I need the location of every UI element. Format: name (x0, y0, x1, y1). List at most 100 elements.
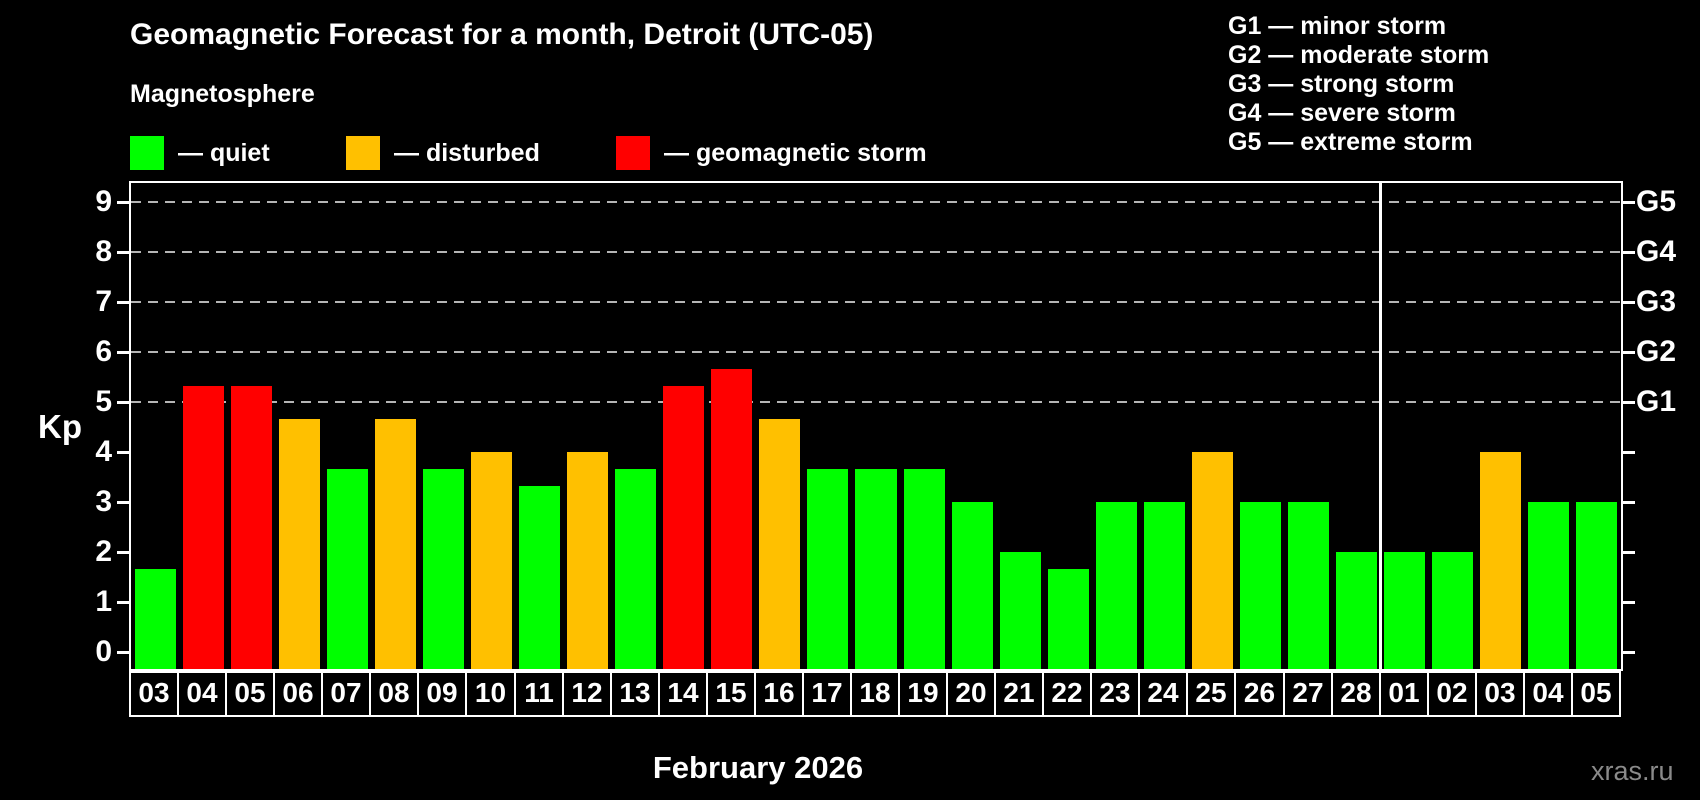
day-label-18-15: 18 (850, 671, 900, 717)
day-axis: 03 04 05 06 07 08 09 10 11 12 13 14 15 16 17 18 19 20 21 22… (129, 671, 1623, 717)
bar-day-06-3 (278, 418, 320, 669)
gridline-kp-6 (131, 351, 1621, 353)
bar-day-16-13 (759, 418, 801, 669)
gridline-kp-5 (131, 401, 1621, 403)
y-tick-label-1: 1 (95, 585, 112, 618)
day-label-05-2: 05 (225, 671, 275, 717)
day-label-15-12: 15 (706, 671, 756, 717)
bar-day-12-9 (567, 452, 609, 669)
bar-day-10-7 (470, 452, 512, 669)
g-legend-line-5: G5 — extreme storm (1228, 128, 1473, 156)
day-label-14-11: 14 (658, 671, 708, 717)
day-label-11-8: 11 (514, 671, 564, 717)
right-tick-7 (1623, 301, 1635, 304)
bar-day-04-1 (182, 385, 224, 669)
bar-day-09-6 (422, 468, 464, 669)
g-legend-line-3: G3 — strong storm (1228, 70, 1455, 98)
y-tick-label-7: 7 (95, 285, 112, 318)
right-tick-0 (1623, 651, 1635, 654)
g-label-G1: G1 (1636, 385, 1677, 418)
left-tick-5 (117, 401, 129, 404)
bar-day-08-5 (374, 418, 416, 669)
y-tick-label-4: 4 (95, 435, 112, 468)
right-tick-2 (1623, 551, 1635, 554)
bar-day-17-14 (807, 468, 849, 669)
day-label-28-25: 28 (1331, 671, 1381, 717)
right-tick-5 (1623, 401, 1635, 404)
left-tick-6 (117, 351, 129, 354)
left-tick-9 (117, 201, 129, 204)
right-tick-3 (1623, 501, 1635, 504)
g-label-G2: G2 (1636, 335, 1677, 368)
day-label-20-17: 20 (946, 671, 996, 717)
y-tick-label-9: 9 (95, 185, 112, 218)
left-tick-2 (117, 551, 129, 554)
left-tick-1 (117, 601, 129, 604)
bar-day-18-15 (855, 468, 897, 669)
left-tick-8 (117, 251, 129, 254)
day-label-07-4: 07 (321, 671, 371, 717)
bar-day-03-0 (134, 568, 176, 669)
day-label-10-7: 10 (465, 671, 516, 717)
legend-item-quiet: — quiet (130, 136, 270, 170)
bar-day-28-25 (1336, 552, 1378, 669)
day-label-05-30: 05 (1571, 671, 1621, 717)
legend-swatch-storm (616, 136, 650, 170)
right-tick-6 (1623, 351, 1635, 354)
legend-swatch-disturbed (346, 136, 380, 170)
plot-frame (117, 181, 1635, 671)
y-tick-label-3: 3 (95, 485, 112, 518)
right-tick-9 (1623, 201, 1635, 204)
day-label-27-24: 27 (1283, 671, 1333, 717)
day-label-26-23: 26 (1234, 671, 1285, 717)
bar-day-13-10 (615, 468, 657, 669)
day-label-25-22: 25 (1186, 671, 1236, 717)
month-separator (1379, 183, 1383, 669)
day-label-12-9: 12 (562, 671, 612, 717)
bar-day-11-8 (519, 485, 561, 669)
bar-day-23-20 (1095, 502, 1137, 669)
bar-day-03-28 (1480, 452, 1522, 669)
watermark: xras.ru (1591, 756, 1674, 786)
bar-day-27-24 (1288, 502, 1330, 669)
plot-area (117, 183, 1635, 669)
left-tick-7 (117, 301, 129, 304)
legend-item-disturbed: — disturbed (346, 136, 540, 170)
bar-day-14-11 (663, 385, 705, 669)
left-tick-0 (117, 651, 129, 654)
chart-subtitle: Magnetosphere (130, 80, 315, 108)
bar-day-24-21 (1143, 502, 1185, 669)
gridline-kp-9 (131, 201, 1621, 203)
day-label-19-16: 19 (898, 671, 948, 717)
right-tick-8 (1623, 251, 1635, 254)
g-label-G4: G4 (1636, 235, 1677, 268)
x-axis-title: February 2026 (652, 750, 864, 785)
day-label-24-21: 24 (1138, 671, 1188, 717)
y-tick-label-8: 8 (95, 235, 112, 268)
day-label-01-26: 01 (1379, 671, 1429, 717)
day-label-04-29: 04 (1523, 671, 1573, 717)
legend-swatch-quiet (130, 136, 164, 170)
day-label-04-1: 04 (177, 671, 227, 717)
bar-day-05-30 (1576, 502, 1618, 669)
legend-label-quiet: — quiet (178, 139, 270, 167)
bar-day-15-12 (711, 368, 753, 669)
g-scale-legend: G1 — minor storm G2 — moderate storm G3 — … (1228, 12, 1489, 157)
y-tick-label-6: 6 (95, 335, 112, 368)
g-legend-line-1: G1 — minor storm (1228, 12, 1447, 40)
day-label-06-3: 06 (273, 671, 323, 717)
bar-day-05-2 (230, 385, 272, 669)
gridline-kp-7 (131, 301, 1621, 303)
day-label-22-19: 22 (1042, 671, 1092, 717)
day-label-23-20: 23 (1090, 671, 1140, 717)
bar-day-04-29 (1528, 502, 1570, 669)
bar-day-25-22 (1191, 452, 1233, 669)
bar-day-01-26 (1384, 552, 1426, 669)
day-label-03-28: 03 (1475, 671, 1525, 717)
legend-label-disturbed: — disturbed (394, 139, 540, 167)
bar-day-26-23 (1239, 502, 1282, 669)
g-label-G3: G3 (1636, 285, 1677, 318)
g-legend-line-2: G2 — moderate storm (1228, 41, 1490, 69)
y-tick-label-0: 0 (95, 635, 112, 668)
